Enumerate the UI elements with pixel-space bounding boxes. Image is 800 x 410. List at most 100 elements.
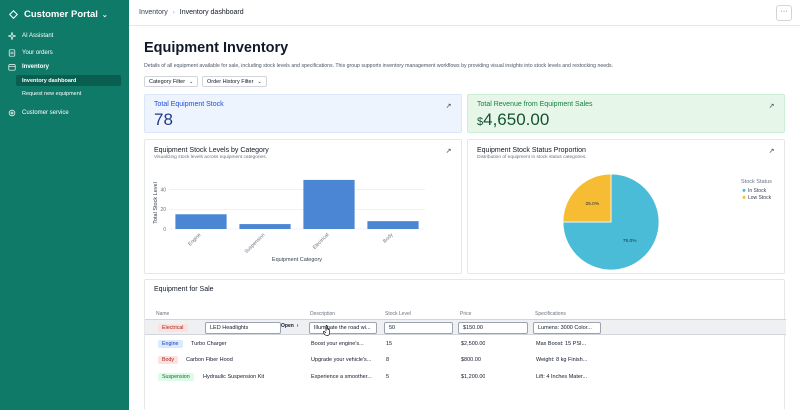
column-header-stock-level[interactable]: Stock Level	[385, 311, 411, 317]
bar-suspension	[239, 224, 291, 229]
column-header-description[interactable]: Description	[310, 311, 336, 317]
breadcrumb-root[interactable]: Inventory	[139, 9, 168, 16]
legend-entry: In Stock	[748, 188, 767, 194]
stock-status-chart-card: Equipment Stock Status Proportion Distri…	[467, 139, 785, 274]
name-input[interactable]: LED Headlights	[205, 322, 281, 334]
description-input[interactable]: Illuminate the road wi...	[309, 322, 377, 334]
category-tag: Body	[158, 356, 179, 364]
stock-levels-chart-card: Equipment Stock Levels by Category Visua…	[144, 139, 462, 274]
price-cell: $1,200.00	[461, 374, 486, 380]
more-options-button[interactable]: ···	[776, 5, 792, 21]
table-row[interactable]: Suspension Hydraulic Suspension Kit Expe…	[145, 369, 786, 385]
expand-arrow-icon[interactable]: ↗	[768, 148, 775, 155]
description-cell: Upgrade your vehicle's...	[311, 357, 372, 363]
pie-slice-in-stock	[562, 173, 660, 271]
brand-name: Customer Portal	[24, 9, 98, 20]
breadcrumb: Inventory › Inventory dashboard	[139, 9, 244, 16]
kpi-currency: $	[477, 116, 484, 128]
column-header-specifications[interactable]: Specifications	[535, 311, 566, 317]
portal-logo-icon	[9, 10, 18, 19]
sparkle-icon	[8, 31, 16, 40]
name-cell: Turbo Charger	[191, 341, 227, 347]
expand-arrow-icon[interactable]: ↗	[445, 148, 452, 155]
kpi-total-revenue: Total Revenue from Equipment Sales $4,65…	[467, 94, 785, 133]
category-tag: Engine	[158, 340, 183, 348]
expand-arrow-icon[interactable]: ↗	[768, 103, 775, 110]
sidebar-item-label: Inventory	[22, 63, 50, 70]
x-axis-label: Equipment Category	[272, 257, 322, 263]
table-title: Equipment for Sale	[154, 286, 214, 293]
sidebar-item-inventory[interactable]: Inventory	[8, 61, 122, 72]
specifications-input[interactable]: Lumens: 3000 Color...	[533, 322, 601, 334]
category-cell: Body	[158, 352, 179, 368]
y-tick-label: 20	[160, 207, 166, 213]
pie-slice-label: 75.0%	[623, 238, 637, 244]
sidebar-item-label: AI Assistant	[22, 32, 54, 39]
chevron-down-icon: ⌄	[189, 78, 194, 85]
column-header-price[interactable]: Price	[460, 311, 472, 317]
sidebar-subitem-request-new-equipment[interactable]: Request new equipment	[16, 88, 121, 99]
category-tag: Suspension	[158, 373, 194, 381]
chevron-down-icon: ⌄	[101, 11, 108, 19]
chart-title: Equipment Stock Levels by Category	[154, 147, 269, 154]
receipt-icon	[8, 48, 16, 57]
stock-level-cell: 15	[386, 341, 393, 347]
chart-subtitle: Distribution of equipment in stock statu…	[477, 155, 587, 160]
bar-electrical	[303, 179, 355, 229]
x-tick-label: Body	[382, 232, 395, 245]
kpi-value: 78	[154, 110, 173, 129]
mouse-pointer-icon	[323, 325, 330, 336]
specifications-cell: Weight: 8 kg Finish...	[536, 357, 588, 363]
description-cell: Experience a smoother...	[311, 374, 372, 380]
sidebar-item-your-orders[interactable]: Your orders	[8, 47, 122, 58]
bar-chart: 0 20 40 Engine Suspension Electrical Body Equip…	[153, 179, 425, 263]
table-row[interactable]: Engine Turbo Charger Boost your engine's…	[145, 336, 786, 352]
kpi-label: Total Equipment Stock	[154, 101, 224, 108]
sidebar-subitem-label: Inventory dashboard	[22, 77, 77, 84]
chevron-right-icon: ›	[172, 9, 175, 16]
chart-title: Equipment Stock Status Proportion	[477, 147, 586, 154]
name-cell: Hydraulic Suspension Kit	[203, 374, 265, 380]
stock-level-cell: 5	[386, 374, 390, 380]
table-row[interactable]: Electrical LED Headlights Open › Illumin…	[145, 319, 786, 335]
price-cell: $800.00	[461, 357, 481, 363]
x-tick-label: Engine	[187, 232, 202, 247]
kpi-value: $4,650.00	[477, 110, 549, 130]
category-cell: Suspension	[158, 369, 194, 385]
page-title: Equipment Inventory	[144, 40, 289, 56]
equipment-for-sale-card: Equipment for Sale Name Description Stoc…	[144, 279, 786, 410]
x-tick-label: Electrical	[312, 232, 331, 251]
column-header-name[interactable]: Name	[156, 311, 170, 317]
legend-swatch	[742, 188, 746, 192]
filter-label: Category Filter	[149, 78, 186, 85]
topbar: Inventory › Inventory dashboard ···	[129, 0, 800, 26]
x-tick-label: Suspension	[244, 232, 267, 255]
specifications-cell: Lift: 4 Inches Mater...	[536, 374, 588, 380]
y-axis-label: Total Stock Level	[153, 182, 159, 224]
price-input[interactable]: $150.00	[458, 322, 528, 334]
description-cell: Boost your engine's...	[311, 341, 364, 347]
chevron-right-icon: ›	[296, 323, 299, 329]
sidebar-item-label: Your orders	[22, 49, 53, 56]
y-tick-label: 0	[163, 227, 166, 233]
category-filter[interactable]: Category Filter ⌄	[144, 76, 199, 87]
open-row-button[interactable]: Open ›	[281, 323, 298, 329]
category-tag: Electrical	[158, 324, 188, 332]
table-row[interactable]: Body Carbon Fiber Hood Upgrade your vehi…	[145, 352, 786, 368]
specifications-cell: Max Boost: 15 PSI...	[536, 341, 587, 347]
name-cell: Carbon Fiber Hood	[186, 357, 233, 363]
expand-arrow-icon[interactable]: ↗	[445, 103, 452, 110]
kpi-label: Total Revenue from Equipment Sales	[477, 101, 593, 108]
stock-level-input[interactable]: 50	[384, 322, 453, 334]
category-cell: Electrical	[158, 320, 188, 336]
sidebar-item-label: Customer service	[22, 109, 69, 116]
kpi-total-equipment-stock: Total Equipment Stock 78 ↗	[144, 94, 462, 133]
sidebar-subitem-inventory-dashboard[interactable]: Inventory dashboard	[16, 75, 121, 86]
package-icon	[8, 63, 16, 71]
filter-label: Order History Filter	[207, 78, 254, 85]
sidebar-item-customer-service[interactable]: Customer service	[8, 107, 122, 118]
sidebar-item-ai-assistant[interactable]: AI Assistant	[8, 30, 122, 41]
order-history-filter[interactable]: Order History Filter ⌄	[202, 76, 267, 87]
brand-switcher[interactable]: Customer Portal ⌄	[9, 9, 108, 20]
y-tick-label: 40	[160, 188, 166, 194]
